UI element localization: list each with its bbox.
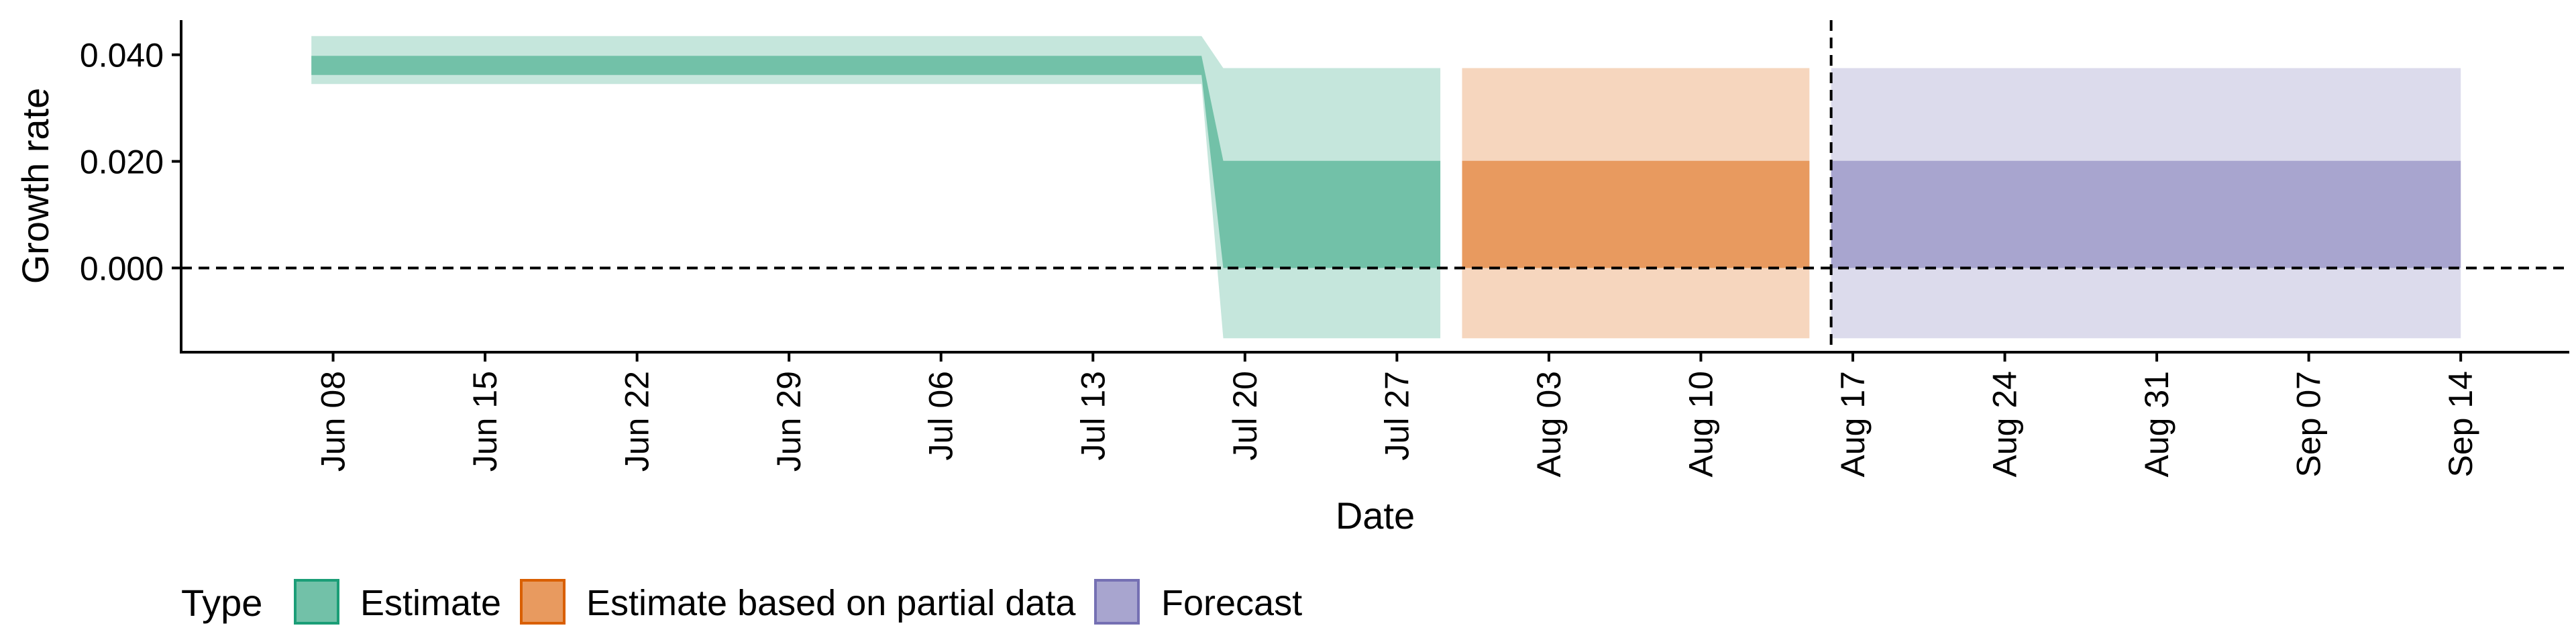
legend-label-0: Estimate (360, 583, 501, 623)
x-tick-label-14: Sep 14 (2442, 371, 2479, 477)
y-tick-label-0: 0.000 (80, 250, 164, 287)
x-tick-label-3: Jun 29 (770, 371, 808, 472)
legend-label-2: Forecast (1161, 583, 1302, 623)
x-tick-label-7: Jul 27 (1378, 371, 1415, 460)
ribbon-layer (311, 36, 2461, 339)
ribbon-inner-2 (1831, 160, 2461, 268)
y-tick-label-1: 0.020 (80, 144, 164, 181)
reference-lines (181, 20, 2569, 352)
legend-key-0 (294, 579, 339, 625)
x-tick-label-13: Sep 07 (2290, 371, 2328, 477)
x-tick-label-5: Jul 13 (1074, 371, 1112, 460)
legend-key-1 (520, 579, 566, 625)
ribbon-inner-0 (311, 56, 1441, 268)
y-axis-title: Growth rate (14, 88, 56, 284)
x-tick-label-11: Aug 24 (1986, 371, 2024, 477)
x-tick-label-10: Aug 17 (1834, 371, 1872, 477)
x-tick-label-1: Jun 15 (466, 371, 504, 472)
x-tick-label-8: Aug 03 (1530, 371, 1568, 477)
legend: Type Estimate Estimate based on partial d… (181, 579, 1302, 625)
x-tick-label-9: Aug 10 (1682, 371, 1720, 477)
x-tick-label-6: Jul 20 (1226, 371, 1264, 460)
x-tick-label-2: Jun 22 (619, 371, 656, 472)
axes: 0.000 0.020 0.040 Jun 08 Jun 15 Jun 22 Jun 29 J… (80, 20, 2569, 477)
x-tick-label-0: Jun 08 (315, 371, 352, 472)
legend-label-1: Estimate based on partial data (586, 583, 1076, 623)
y-tick-label-2: 0.040 (80, 37, 164, 74)
x-tick-label-4: Jul 06 (922, 371, 960, 460)
x-tick-label-12: Aug 31 (2138, 371, 2176, 477)
ribbon-inner-1 (1462, 160, 1810, 268)
x-axis-title: Date (1336, 494, 1415, 537)
legend-title: Type (181, 582, 262, 624)
legend-key-2 (1094, 579, 1140, 625)
